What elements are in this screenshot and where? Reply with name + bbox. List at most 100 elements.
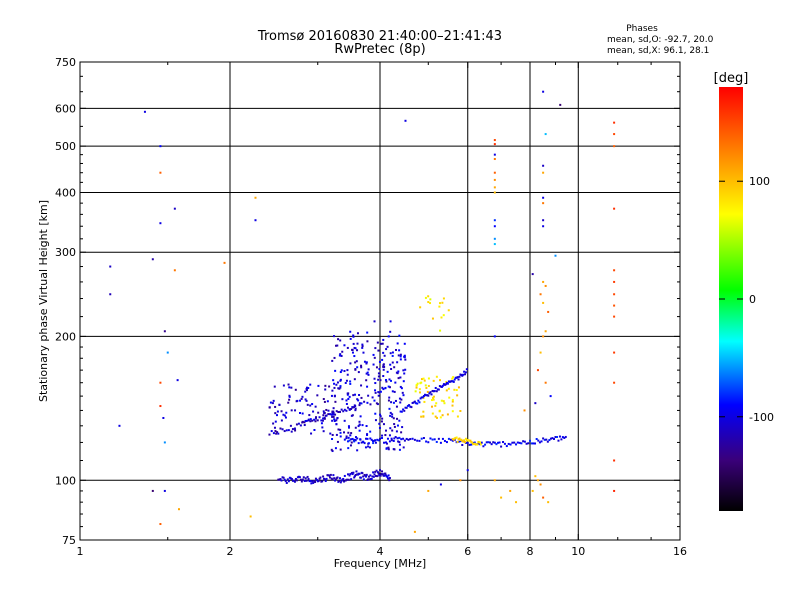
trace-point [323,417,326,420]
cluster-point [387,399,390,402]
trace-point [346,440,349,443]
echo-point [143,110,146,113]
echo-point [542,90,545,93]
cluster-point [447,309,450,312]
cluster-point [431,399,434,402]
trace-point [530,442,533,445]
trace-point [372,442,375,445]
trace-point [354,407,357,410]
cluster-point [332,379,335,382]
cluster-point [438,410,441,413]
cluster-point [379,390,382,393]
cluster-point [424,384,427,387]
cluster-point [424,296,427,299]
cluster-point [268,406,271,409]
trace-point [468,443,471,446]
echo-point [523,409,526,412]
trace-point [458,437,461,440]
trace-point [309,420,312,423]
trace-point [392,439,395,442]
trace-point [459,440,462,443]
trace-point [482,445,485,448]
trace-point [507,442,510,445]
trace-point [455,436,458,439]
cluster-point [358,429,361,432]
cluster-point [352,394,355,397]
cluster-point [360,396,363,399]
cluster-point [336,344,339,347]
trace-point [409,438,412,441]
cluster-point [354,347,357,350]
trace-point [377,472,380,475]
cluster-point [314,420,317,423]
trace-point [365,437,368,440]
cluster-point [380,420,383,423]
trace-point [340,479,343,482]
trace-point [456,440,459,443]
echo-point [613,315,616,318]
cluster-point [392,417,395,420]
cluster-point [382,375,385,378]
cluster-point [272,422,275,425]
cluster-point [341,350,344,353]
cluster-point [282,384,285,387]
trace-point [291,428,294,431]
cluster-point [399,385,402,388]
cluster-point [374,412,377,415]
trace-point [353,475,356,478]
cluster-point [398,334,401,337]
echo-point [613,293,616,296]
trace-point [295,423,298,426]
trace-point [351,437,354,440]
echo-point [159,381,162,384]
trace-point [357,442,360,445]
trace-point [403,409,406,412]
colorbar-tick-label: 100 [749,175,770,188]
trace-point [321,480,324,483]
trace-point [342,410,345,413]
cluster-point [299,399,302,402]
trace-point [431,438,434,441]
trace-point [432,390,435,393]
trace-point [546,440,549,443]
cluster-point [358,402,361,405]
y-tick-label: 400 [55,186,76,199]
cluster-point [361,346,364,349]
echo-point [542,196,545,199]
cluster-point [453,388,456,391]
cluster-point [395,405,398,408]
cluster-point [331,450,334,453]
cluster-point [353,378,356,381]
cluster-point [451,398,454,401]
cluster-point [360,384,363,387]
stats-x-mode: mean, sd,X: 96.1, 28.1 [607,46,709,56]
echo-point [413,530,416,533]
cluster-point [422,415,425,418]
cluster-point [399,355,402,358]
trace-point [534,442,537,445]
trace-point [417,399,420,402]
trace-point [289,424,292,427]
cluster-point [347,392,350,395]
cluster-point [340,369,343,372]
cluster-point [402,369,405,372]
cluster-point [343,419,346,422]
echo-point [539,351,542,354]
cluster-point [339,385,342,388]
cluster-point [382,365,385,368]
cluster-point [280,410,283,413]
trace-point [349,473,352,476]
trace-point [400,438,403,441]
trace-point [319,476,322,479]
trace-point [386,477,389,480]
trace-point [328,474,331,477]
cluster-point [374,389,377,392]
cluster-point [418,391,421,394]
trace-point [495,443,498,446]
cluster-point [325,408,328,411]
cluster-point [371,396,374,399]
trace-point [339,477,342,480]
colorbar-tick-label: -100 [749,411,774,424]
cluster-point [335,344,338,347]
trace-point [340,408,343,411]
